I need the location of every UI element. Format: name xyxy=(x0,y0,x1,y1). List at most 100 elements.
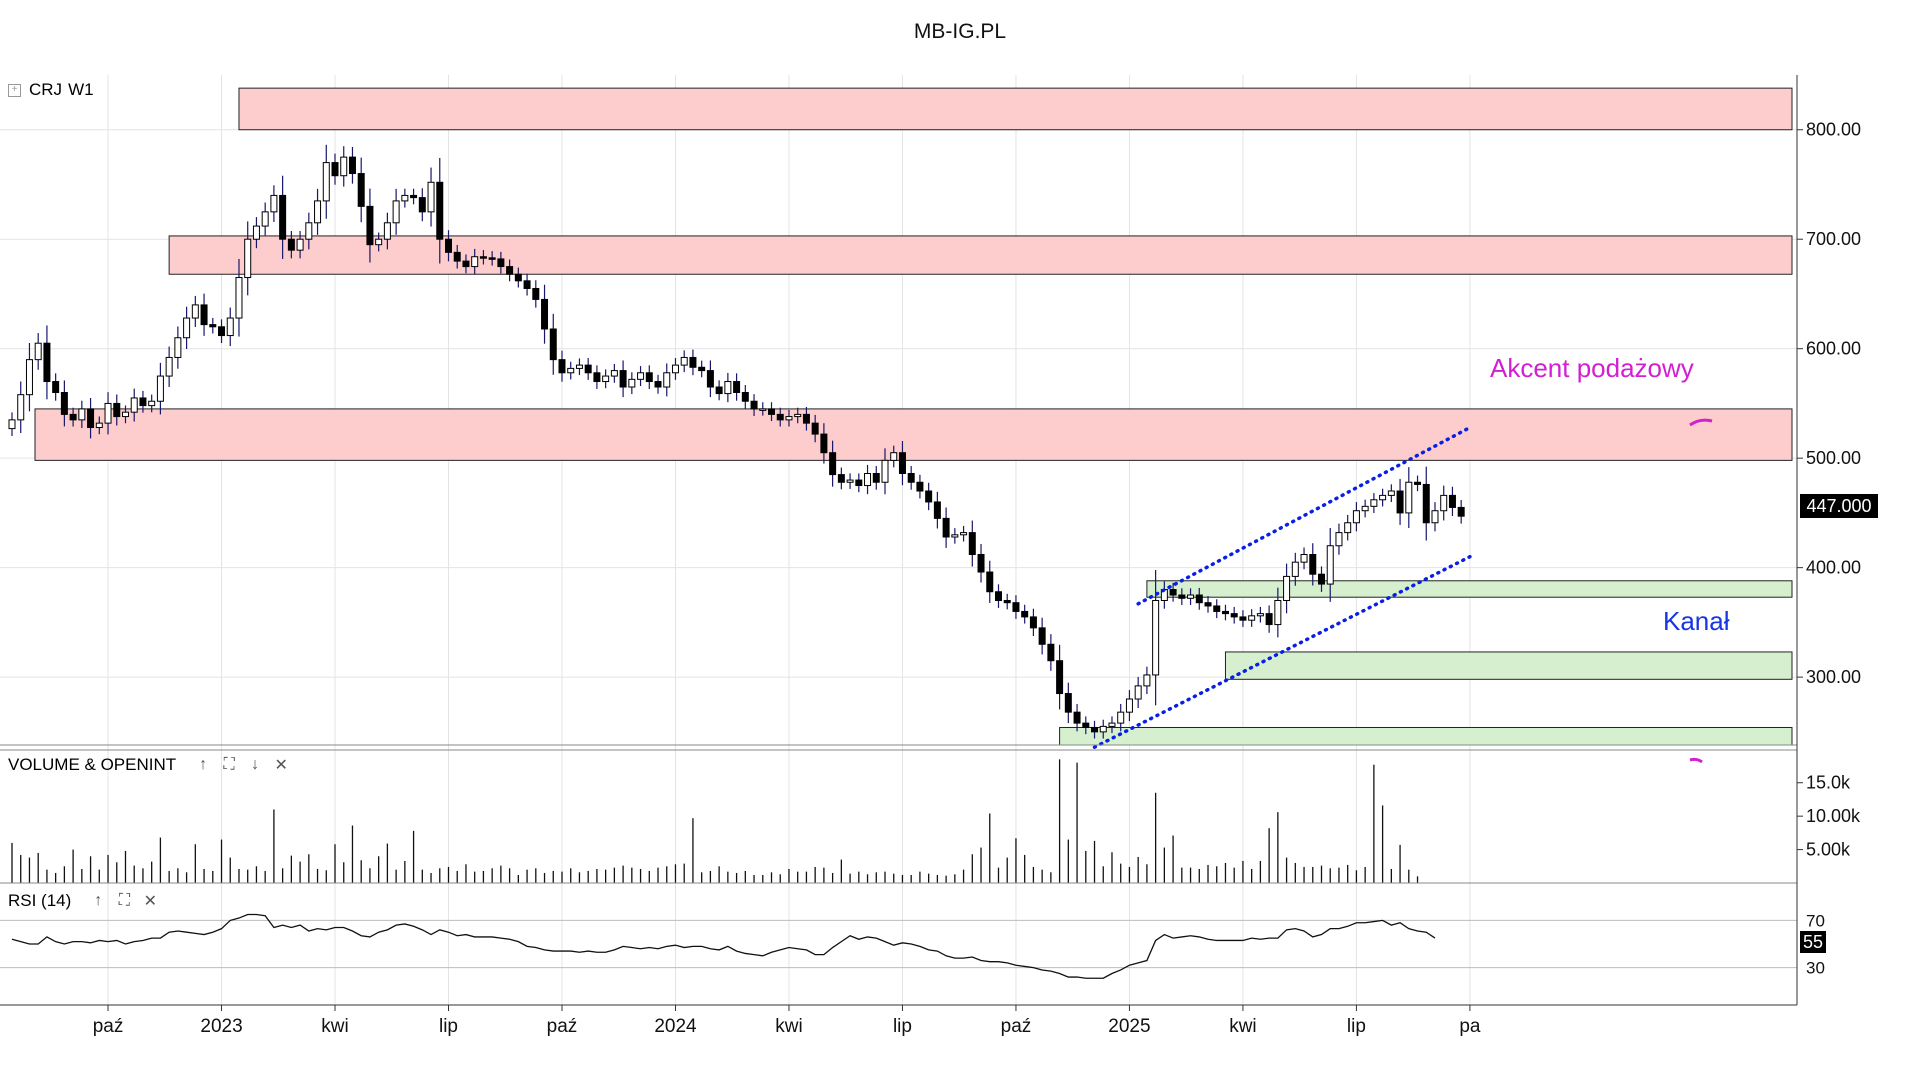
bearish-candle xyxy=(497,258,505,268)
bearish-candle xyxy=(768,408,776,415)
bearish-candle xyxy=(113,402,121,418)
bullish-candle xyxy=(881,459,889,483)
bearish-candle xyxy=(1309,554,1317,575)
bearish-candle xyxy=(60,391,68,415)
bearish-candle xyxy=(645,372,653,383)
bearish-candle xyxy=(872,472,880,483)
bullish-candle xyxy=(78,408,86,421)
bearish-candle xyxy=(619,370,627,388)
bearish-candle xyxy=(1396,490,1404,514)
bearish-candle xyxy=(1422,483,1430,524)
bullish-candle xyxy=(864,472,872,487)
bullish-candle xyxy=(104,402,112,424)
bearish-candle xyxy=(1239,616,1247,621)
bullish-candle xyxy=(1108,722,1116,727)
expand-panel-icon[interactable]: + xyxy=(8,83,21,97)
bullish-candle xyxy=(663,372,671,388)
bearish-candle xyxy=(514,273,522,282)
bearish-candle xyxy=(689,356,697,368)
support-zone xyxy=(1059,726,1793,746)
bearish-candle xyxy=(348,156,356,175)
bullish-candle xyxy=(602,375,610,383)
bearish-candle xyxy=(925,490,933,503)
bullish-candle xyxy=(375,238,383,246)
bearish-candle xyxy=(977,554,985,573)
bullish-candle xyxy=(1326,545,1334,585)
maximize-button[interactable]: ⛶ xyxy=(216,754,242,776)
time-tick-label: kwi xyxy=(1229,1016,1256,1037)
bullish-candle xyxy=(95,422,103,429)
bearish-candle xyxy=(994,591,1002,601)
bullish-candle xyxy=(235,277,243,319)
last-price-label: 447.000 xyxy=(1806,496,1871,516)
bearish-candle xyxy=(218,326,226,337)
bullish-candle xyxy=(165,356,173,377)
bullish-candle xyxy=(1370,499,1378,507)
time-tick-label: lip xyxy=(1347,1016,1366,1037)
bearish-candle xyxy=(366,205,374,246)
bullish-candle xyxy=(1344,522,1352,534)
volume-layer xyxy=(11,759,1419,883)
time-tick-label: 2025 xyxy=(1108,1016,1150,1037)
bearish-candle xyxy=(279,194,287,240)
site-title: MB-IG.PL xyxy=(913,20,1007,43)
bullish-candle xyxy=(1117,711,1125,724)
bearish-candle xyxy=(1091,726,1099,733)
bullish-candle xyxy=(401,194,409,202)
move-up-button[interactable]: ↑ xyxy=(190,754,216,776)
close-icon: ✕ xyxy=(274,757,288,774)
move-up-button[interactable]: ↑ xyxy=(85,890,111,912)
volume-tick-label: 5.00k xyxy=(1806,840,1851,860)
bearish-candle xyxy=(532,287,540,300)
rsi-line xyxy=(11,913,1436,979)
bearish-candle xyxy=(1012,602,1020,612)
channel-layer xyxy=(1092,425,1472,749)
bullish-candle xyxy=(1283,575,1291,601)
bullish-candle xyxy=(637,372,645,380)
bearish-candle xyxy=(1056,660,1064,695)
bearish-candle xyxy=(43,342,51,383)
move-down-button[interactable]: ↓ xyxy=(242,754,268,776)
volume-panel-title: VOLUME & OPENINT xyxy=(8,755,177,774)
maximize-button[interactable]: ⛶ xyxy=(111,890,137,912)
bearish-candle xyxy=(1169,589,1177,596)
close-icon: ✕ xyxy=(143,893,157,910)
bullish-candle xyxy=(1291,561,1299,577)
bearish-candle xyxy=(733,381,741,393)
bullish-candle xyxy=(252,225,260,240)
volume-tick-label: 10.00k xyxy=(1806,806,1861,826)
bullish-candle xyxy=(1431,510,1439,524)
close-panel-button[interactable]: ✕ xyxy=(137,890,163,912)
channel-annotation: Kanał xyxy=(1663,606,1730,636)
bullish-candle xyxy=(322,162,330,202)
time-tick-label: lip xyxy=(893,1016,912,1037)
grid-layer xyxy=(0,75,1797,1005)
bearish-candle xyxy=(549,328,557,361)
support-zone xyxy=(1146,580,1793,598)
bullish-candle xyxy=(567,367,575,374)
bearish-candle xyxy=(1178,594,1186,599)
bearish-candle xyxy=(1073,711,1081,724)
bearish-candle xyxy=(898,452,906,474)
bullish-candle xyxy=(1134,685,1142,700)
bearish-candle xyxy=(654,381,662,388)
bearish-candle xyxy=(436,181,444,240)
bullish-candle xyxy=(1300,554,1308,563)
time-tick-label: 2024 xyxy=(654,1016,697,1037)
bearish-candle xyxy=(1230,613,1238,618)
bearish-candle xyxy=(87,408,95,429)
time-tick-label: lip xyxy=(439,1016,458,1037)
close-panel-button[interactable]: ✕ xyxy=(268,754,294,776)
resistance-zone xyxy=(238,87,1793,131)
bearish-candle xyxy=(593,372,601,383)
bearish-candle xyxy=(706,370,714,388)
bearish-candle xyxy=(200,304,208,326)
bullish-candle xyxy=(1335,532,1343,547)
bearish-candle xyxy=(1204,602,1212,607)
bullish-candle xyxy=(1143,674,1151,687)
bullish-candle xyxy=(17,394,25,421)
bullish-candle xyxy=(34,342,42,361)
bullish-candle xyxy=(427,181,435,213)
time-tick-label: paź xyxy=(547,1016,578,1037)
bearish-candle xyxy=(488,257,496,260)
